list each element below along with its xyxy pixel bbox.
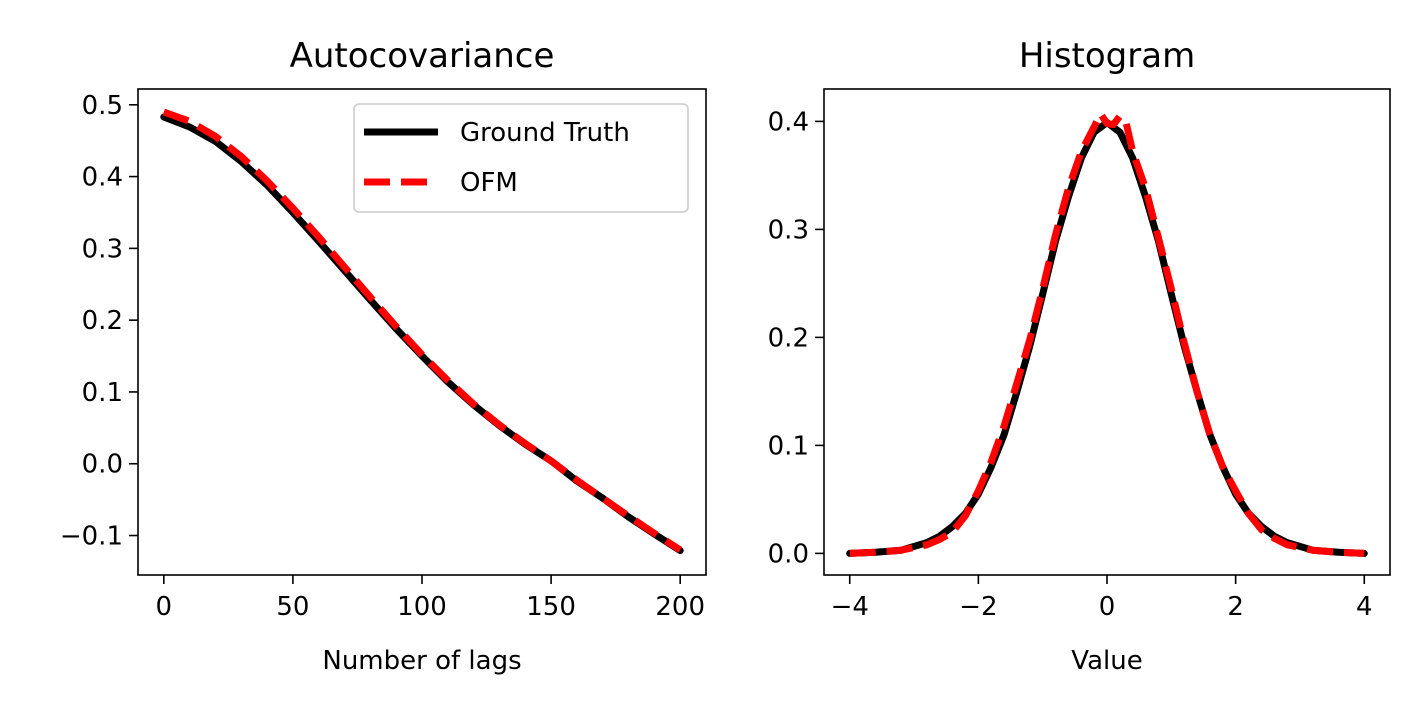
- y-tick-label: 0.5: [82, 91, 123, 121]
- y-tick-label: 0.3: [82, 234, 123, 264]
- y-tick-label: −0.1: [60, 522, 123, 552]
- chart-title: Autocovariance: [290, 36, 555, 76]
- chart-title: Histogram: [1019, 36, 1195, 76]
- y-tick-label: 0.4: [768, 107, 809, 137]
- x-tick-label: 200: [655, 592, 705, 622]
- chart-panel-1: Autocovariance 0 50 100 150 200 −0.1 0.0 0.1 0.2 0…: [60, 36, 707, 676]
- x-tick-label: 150: [526, 592, 576, 622]
- x-axis-label: Number of lags: [322, 646, 521, 676]
- y-tick-label: 0.1: [768, 431, 809, 461]
- x-tick-label: −2: [959, 592, 997, 622]
- series-line-ofm: [849, 110, 1365, 557]
- x-tick-label: 0: [156, 592, 173, 622]
- x-tick-label: 100: [397, 592, 447, 622]
- plot-frame: [823, 88, 1391, 576]
- series-line-ground-truth: [846, 119, 1368, 557]
- legend-label: OFM: [460, 168, 518, 198]
- y-tick-label: 0.3: [768, 215, 809, 245]
- y-tick-label: 0.1: [82, 378, 123, 408]
- y-tick-label: 0.4: [82, 163, 123, 193]
- y-tick-label: 0.0: [82, 450, 123, 480]
- x-tick-label: −4: [831, 592, 869, 622]
- y-tick-label: 0.2: [82, 306, 123, 336]
- legend-label: Ground Truth: [460, 118, 630, 148]
- x-axis-label: Value: [1071, 646, 1142, 676]
- series-line-ofm: [162, 108, 683, 553]
- plot-frame: [137, 88, 707, 576]
- chart-panel-2: Histogram −4 −2 0 2 4 0.0 0.1 0.2 0.3 0.4 Value: [768, 36, 1391, 676]
- x-tick-label: 50: [276, 592, 309, 622]
- x-tick-label: 0: [1099, 592, 1116, 622]
- x-tick-label: 2: [1227, 592, 1244, 622]
- y-tick-label: 0.0: [768, 539, 809, 569]
- y-tick-label: 0.2: [768, 323, 809, 353]
- x-tick-label: 4: [1356, 592, 1373, 622]
- legend: Ground Truth OFM: [353, 103, 689, 213]
